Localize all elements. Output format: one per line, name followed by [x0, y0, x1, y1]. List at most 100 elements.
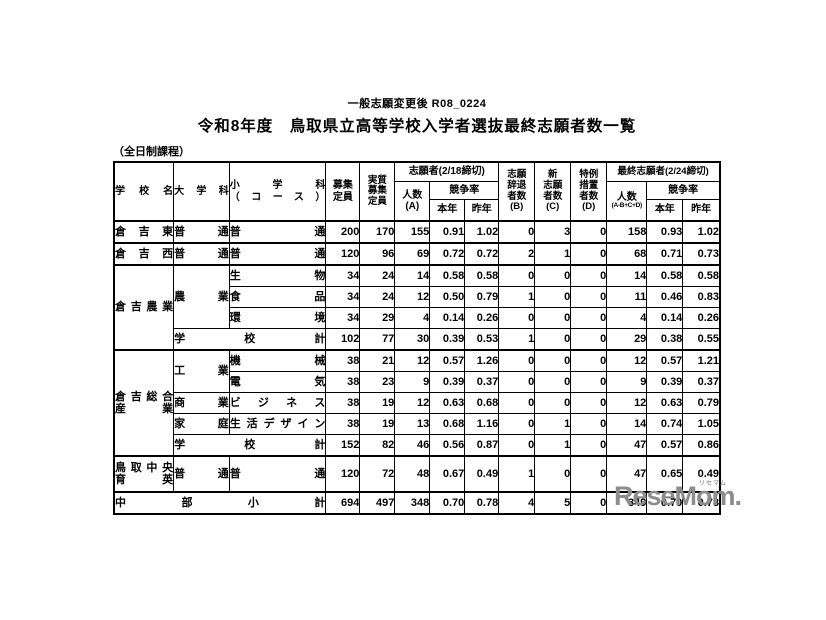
special-cell: 0 — [570, 242, 608, 266]
final-ratio-last-year-cell: 0.79 — [682, 392, 721, 414]
withdrawn-cell: 1 — [498, 328, 536, 351]
table-row: 学校計 152 82 46 0.56 0.87 0 1 0 47 0.57 0.… — [114, 434, 721, 457]
count-a-cell: 46 — [394, 434, 431, 457]
special-cell: 0 — [570, 455, 608, 493]
final-ratio-last-year-cell: 0.73 — [682, 242, 721, 266]
withdrawn-cell: 0 — [498, 413, 536, 435]
actual-capacity-cell: 23 — [359, 371, 396, 393]
col-header-new-applicants: 新 志願 者数 (C) — [534, 161, 572, 222]
final-ratio-this-year-cell: 0.71 — [646, 242, 684, 266]
special-cell: 0 — [570, 434, 608, 457]
final-ratio-this-year-cell: 0.93 — [646, 220, 684, 244]
new-applicants-cell: 5 — [534, 491, 572, 515]
capacity-cell: 34 — [325, 286, 361, 308]
actual-capacity-cell: 497 — [359, 491, 396, 515]
new-applicants-cell: 1 — [534, 413, 572, 435]
count-a-cell: 69 — [394, 242, 431, 266]
resemom-logo-ruby: リセマム — [698, 481, 727, 487]
capacity-cell: 38 — [325, 413, 361, 435]
new-applicants-cell: 0 — [534, 264, 572, 287]
school-cell: 倉吉総合 産業 — [113, 349, 175, 457]
count-a-cell: 14 — [394, 264, 431, 287]
applicants-table: 学校名 大学科 小学科 （コース） 募集 定員 実質 募集 定員 志願者(2/1… — [113, 161, 721, 515]
col-header-applicants-group: 志願者(2/18締切) — [394, 161, 500, 182]
table-header: 学校名 大学科 小学科 （コース） 募集 定員 実質 募集 定員 志願者(2/1… — [113, 161, 721, 222]
col-header-capacity: 募集 定員 — [325, 161, 361, 222]
final-ratio-last-year-cell: 1.05 — [682, 413, 721, 435]
table-row: 鳥取中央 育英 普通 普通 120 72 48 0.67 0.49 1 0 0 … — [113, 455, 721, 493]
table-row: 倉吉東 普通 普通 200 170 155 0.91 1.02 0 3 0 15… — [113, 220, 721, 244]
major-cell: 普通 — [173, 455, 230, 493]
final-ratio-last-year-cell: 0.26 — [682, 307, 721, 329]
ratio-this-year-cell: 0.63 — [429, 392, 466, 414]
col-header-special: 特例 措置 者数 (D) — [570, 161, 608, 222]
col-header-final-group: 最終志願者(2/24締切) — [606, 161, 721, 182]
capacity-cell: 34 — [325, 264, 361, 287]
ratio-this-year-cell: 0.72 — [429, 242, 466, 266]
ratio-last-year-cell: 0.72 — [464, 242, 500, 266]
final-ratio-last-year-cell: 0.78 — [682, 491, 721, 515]
new-applicants-cell: 0 — [534, 371, 572, 393]
capacity-cell: 102 — [325, 328, 361, 351]
special-cell: 0 — [570, 328, 608, 351]
ratio-last-year-cell: 1.02 — [464, 220, 500, 244]
major-cell: 家庭 — [173, 413, 230, 435]
col-header-final-last-year: 昨年 — [682, 199, 721, 222]
minor-cell: 普通 — [228, 242, 327, 266]
header-row-2: 人数 (A) 競争率 人数 (A-B+C+D) 競争率 — [114, 181, 721, 222]
minor-cell: 機械 — [228, 349, 327, 372]
capacity-cell: 38 — [325, 392, 361, 414]
final-ratio-this-year-cell: 0.65 — [646, 455, 684, 493]
actual-capacity-cell: 96 — [359, 242, 396, 266]
withdrawn-cell: 0 — [498, 307, 536, 329]
school-total-label-cell: 学校計 — [173, 434, 327, 457]
major-cell: 農業 — [173, 264, 230, 329]
col-header-ratio: 競争率 — [429, 181, 500, 200]
minor-cell: 普通 — [228, 455, 327, 493]
ratio-this-year-cell: 0.67 — [429, 455, 466, 493]
capacity-cell: 152 — [325, 434, 361, 457]
withdrawn-cell: 0 — [498, 220, 536, 244]
final-count-cell: 4 — [606, 307, 648, 329]
resemom-logo: リセマム ReseMom. — [613, 481, 742, 512]
capacity-cell: 38 — [325, 371, 361, 393]
final-count-cell: 349 — [606, 491, 648, 515]
final-ratio-this-year-cell: 0.74 — [646, 413, 684, 435]
ratio-this-year-cell: 0.14 — [429, 307, 466, 329]
capacity-cell: 120 — [325, 242, 361, 266]
actual-capacity-cell: 19 — [359, 392, 396, 414]
capacity-cell: 38 — [325, 349, 361, 372]
ratio-last-year-cell: 0.49 — [464, 455, 500, 493]
final-ratio-this-year-cell: 0.57 — [646, 434, 684, 457]
final-ratio-this-year-cell: 0.63 — [646, 392, 684, 414]
count-a-cell: 348 — [394, 491, 431, 515]
ratio-last-year-cell: 0.68 — [464, 392, 500, 414]
final-ratio-this-year-cell: 0.14 — [646, 307, 684, 329]
document-content: 一般志願変更後 R08_0224 令和8年度 鳥取県立高等学校入学者選抜最終志願… — [113, 95, 742, 515]
resemom-logo-text: ReseMom. — [613, 481, 742, 511]
minor-cell: ビジネス — [228, 392, 327, 414]
major-cell: 普通 — [173, 220, 230, 244]
special-cell: 0 — [570, 307, 608, 329]
withdrawn-cell: 0 — [498, 349, 536, 372]
final-ratio-last-year-cell: 0.55 — [682, 328, 721, 351]
col-header-count-a: 人数 (A) — [394, 181, 431, 222]
minor-cell: 環境 — [228, 307, 327, 329]
table-row: 中部小計 694 497 348 0.70 0.78 4 5 0 349 0.7… — [113, 491, 721, 515]
ratio-last-year-cell: 1.26 — [464, 349, 500, 372]
final-ratio-this-year-cell: 0.58 — [646, 264, 684, 287]
col-header-minor: 小学科 （コース） — [228, 161, 327, 222]
header-row-1: 学校名 大学科 小学科 （コース） 募集 定員 実質 募集 定員 志願者(2/1… — [113, 161, 721, 222]
withdrawn-cell: 0 — [498, 371, 536, 393]
actual-capacity-cell: 72 — [359, 455, 396, 493]
final-ratio-last-year-cell: 0.58 — [682, 264, 721, 287]
new-applicants-cell: 3 — [534, 220, 572, 244]
col-header-school: 学校名 — [113, 161, 175, 222]
school-cell: 鳥取中央 育英 — [113, 455, 175, 493]
ratio-this-year-cell: 0.58 — [429, 264, 466, 287]
final-ratio-last-year-cell: 0.83 — [682, 286, 721, 308]
final-ratio-this-year-cell: 0.38 — [646, 328, 684, 351]
table-row: 家庭 生活デザイン 38 19 13 0.68 1.16 0 1 0 14 0.… — [114, 413, 721, 435]
ratio-last-year-cell: 0.37 — [464, 371, 500, 393]
minor-cell: 電気 — [228, 371, 327, 393]
